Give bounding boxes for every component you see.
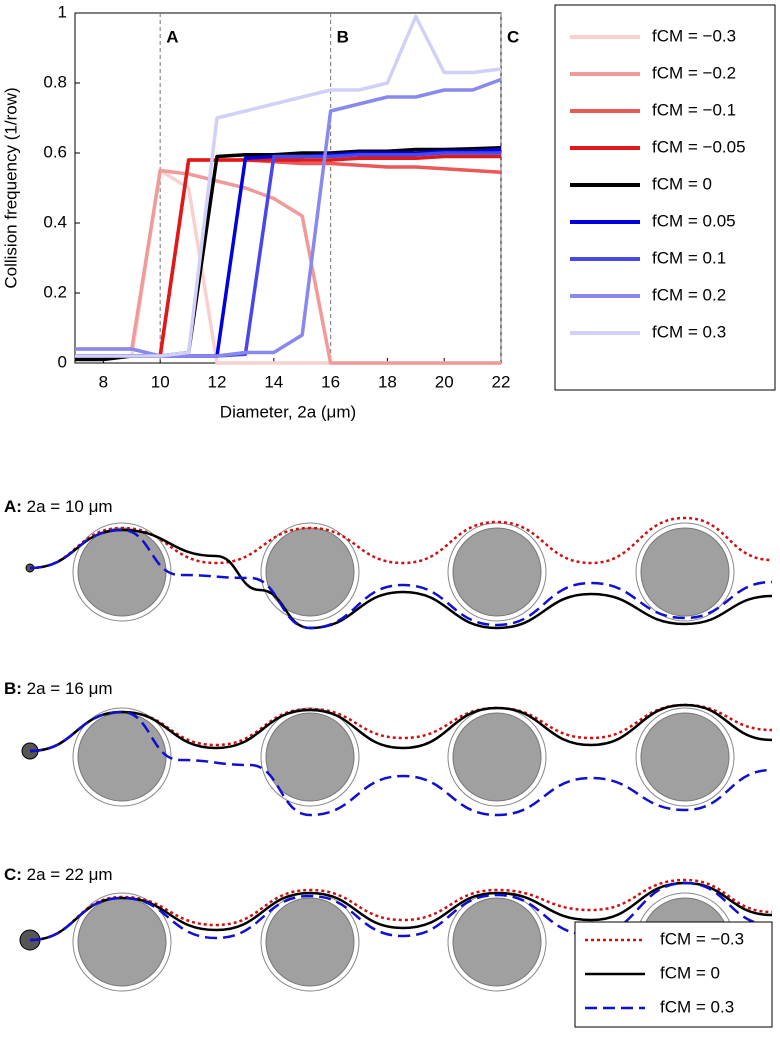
trajectory <box>29 703 773 753</box>
legend-label: fCM = −0.1 <box>652 100 736 119</box>
trajectory <box>29 710 773 817</box>
x-tick-label: 22 <box>492 372 511 391</box>
y-tick-label: 1 <box>58 2 67 21</box>
x-tick-label: 16 <box>321 372 340 391</box>
x-tick-label: 8 <box>99 372 108 391</box>
y-tick-label: 0 <box>58 352 67 371</box>
series-line <box>75 14 502 358</box>
series-line <box>75 158 502 358</box>
series-line <box>75 147 502 358</box>
obstacle <box>452 712 542 802</box>
series-line <box>75 154 501 358</box>
trajectory <box>29 516 773 570</box>
panel-title: A: 2a = 10 μm <box>4 497 113 516</box>
obstacle <box>77 897 167 987</box>
obstacle <box>640 712 730 802</box>
x-tick-label: 18 <box>378 372 397 391</box>
legend-box <box>554 4 776 391</box>
annotation-label: C <box>507 27 519 46</box>
panel-label: A: <box>4 497 22 516</box>
series-line <box>75 77 502 358</box>
annotation-label: A <box>166 27 178 46</box>
obstacle <box>77 527 167 617</box>
legend-label: fCM = 0 <box>652 174 712 193</box>
legend-label: fCM = −0.3 <box>652 26 736 45</box>
panel-legend-label: fCM = −0.3 <box>660 929 744 948</box>
panel-legend-label: fCM = 0.3 <box>660 997 734 1016</box>
legend-label: fCM = 0.3 <box>652 322 726 341</box>
x-tick-label: 20 <box>435 372 454 391</box>
y-tick-label: 0.4 <box>43 212 67 231</box>
series-line <box>75 146 502 362</box>
panel-title: C: 2a = 22 μm <box>4 865 113 884</box>
x-axis-label: Diameter, 2a (μm) <box>220 402 356 421</box>
panel-label: B: <box>4 679 22 698</box>
panel-text: 2a = 10 μm <box>22 497 113 516</box>
legend-label: fCM = −0.05 <box>652 137 746 156</box>
panel-title: B: 2a = 16 μm <box>4 679 113 698</box>
panel-text: 2a = 22 μm <box>22 865 113 884</box>
y-tick-label: 0.6 <box>43 142 67 161</box>
series-line <box>75 168 501 365</box>
trajectory <box>29 528 773 630</box>
obstacle <box>77 712 167 802</box>
legend-label: fCM = 0.2 <box>652 285 726 304</box>
obstacle <box>265 712 355 802</box>
x-tick-label: 10 <box>151 372 170 391</box>
panel-text: 2a = 16 μm <box>22 679 113 698</box>
panel-label: C: <box>4 865 22 884</box>
legend-label: fCM = 0.1 <box>652 248 726 267</box>
obstacle <box>265 897 355 987</box>
annotation-label: B <box>337 27 349 46</box>
y-tick-label: 0.8 <box>43 72 67 91</box>
trajectory <box>29 528 773 630</box>
obstacle <box>640 527 730 617</box>
obstacle <box>452 897 542 987</box>
series-line <box>75 151 501 358</box>
panel-legend-label: fCM = 0 <box>660 963 720 982</box>
series-line <box>75 168 501 365</box>
legend-label: fCM = −0.2 <box>652 63 736 82</box>
x-tick-label: 12 <box>208 372 227 391</box>
legend-label: fCM = 0.05 <box>652 211 736 230</box>
obstacle <box>452 527 542 617</box>
x-tick-label: 14 <box>264 372 283 391</box>
y-tick-label: 0.2 <box>43 282 67 301</box>
y-axis-label: Collision frequency (1/row) <box>1 87 20 288</box>
trajectory <box>29 881 773 942</box>
